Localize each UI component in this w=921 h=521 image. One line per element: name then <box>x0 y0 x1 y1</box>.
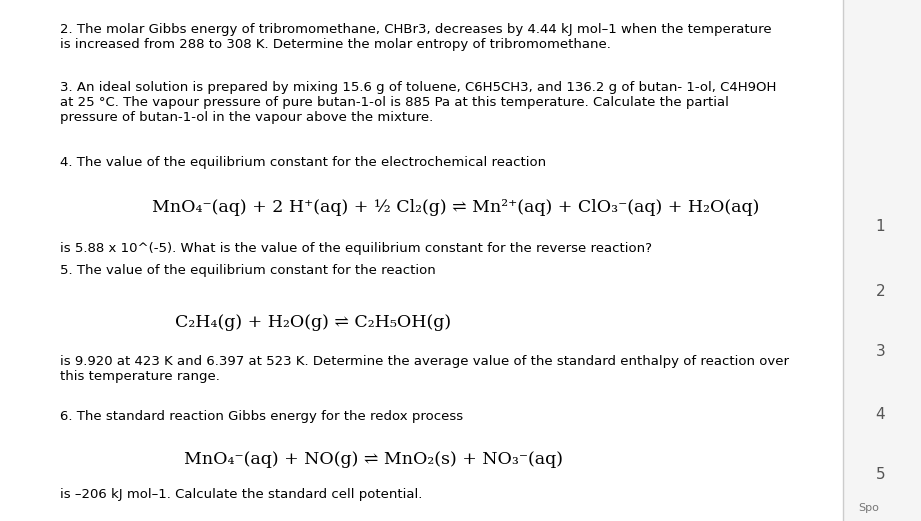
Text: MnO₄⁻(aq) + 2 H⁺(aq) + ½ Cl₂(g) ⇌ Mn²⁺(aq) + ClO₃⁻(aq) + H₂O(aq): MnO₄⁻(aq) + 2 H⁺(aq) + ½ Cl₂(g) ⇌ Mn²⁺(a… <box>152 199 760 216</box>
Text: 4: 4 <box>876 407 885 421</box>
Text: 3. An ideal solution is prepared by mixing 15.6 g of toluene, C6H5CH3, and 136.2: 3. An ideal solution is prepared by mixi… <box>60 81 776 124</box>
Text: 4. The value of the equilibrium constant for the electrochemical reaction: 4. The value of the equilibrium constant… <box>60 156 546 169</box>
Text: 2: 2 <box>876 284 885 299</box>
Text: 3: 3 <box>876 344 885 359</box>
Text: 6. The standard reaction Gibbs energy for the redox process: 6. The standard reaction Gibbs energy fo… <box>60 410 463 423</box>
Text: is –206 kJ mol–1. Calculate the standard cell potential.: is –206 kJ mol–1. Calculate the standard… <box>60 488 422 501</box>
Text: MnO₄⁻(aq) + NO(g) ⇌ MnO₂(s) + NO₃⁻(aq): MnO₄⁻(aq) + NO(g) ⇌ MnO₂(s) + NO₃⁻(aq) <box>183 451 563 468</box>
Text: 2. The molar Gibbs energy of tribromomethane, CHBr3, decreases by 4.44 kJ mol–1 : 2. The molar Gibbs energy of tribromomet… <box>60 23 772 52</box>
Text: C₂H₄(g) + H₂O(g) ⇌ C₂H₅OH(g): C₂H₄(g) + H₂O(g) ⇌ C₂H₅OH(g) <box>175 314 451 331</box>
Text: is 5.88 x 10^(-5). What is the value of the equilibrium constant for the reverse: is 5.88 x 10^(-5). What is the value of … <box>60 242 652 255</box>
Text: is 9.920 at 423 K and 6.397 at 523 K. Determine the average value of the standar: is 9.920 at 423 K and 6.397 at 523 K. De… <box>60 355 789 383</box>
Text: 5. The value of the equilibrium constant for the reaction: 5. The value of the equilibrium constant… <box>60 264 436 277</box>
Text: 5: 5 <box>876 467 885 481</box>
Text: Spo: Spo <box>858 503 879 513</box>
Text: 1: 1 <box>876 219 885 234</box>
